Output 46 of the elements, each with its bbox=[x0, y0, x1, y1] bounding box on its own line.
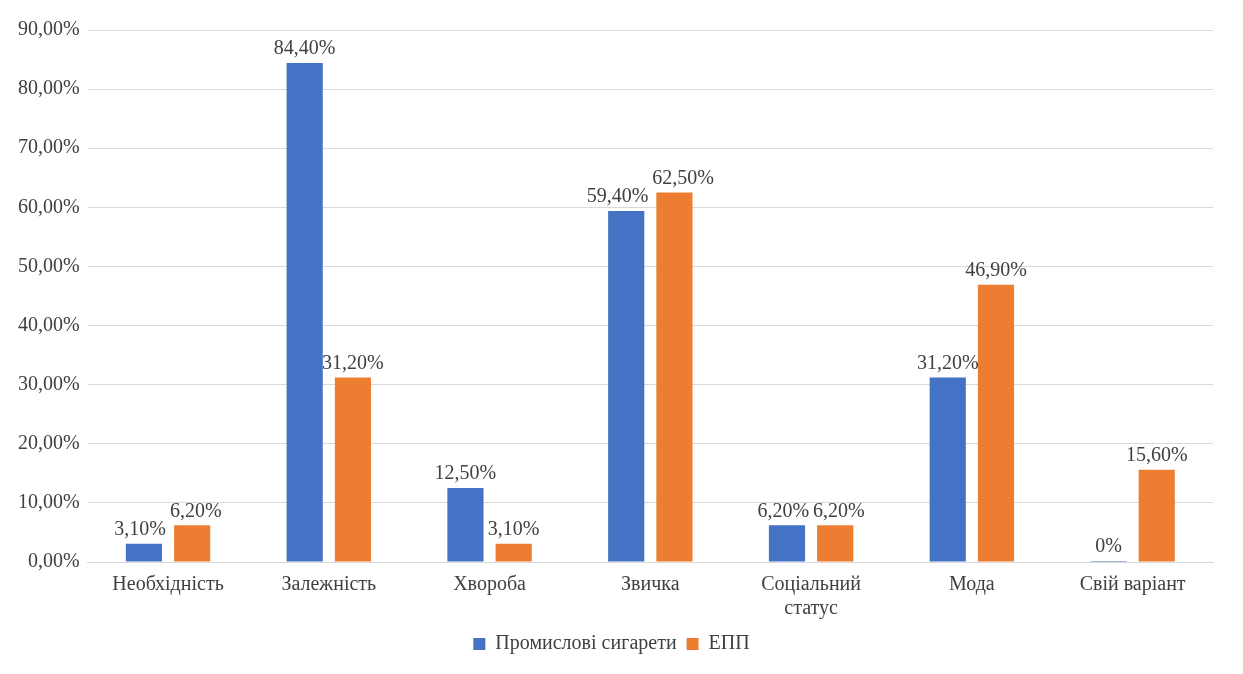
x-tick-label: Свій варіант bbox=[1079, 572, 1186, 596]
y-tick-label: 0,00% bbox=[27, 549, 80, 572]
bar bbox=[656, 192, 693, 562]
data-label: 0% bbox=[1095, 534, 1122, 557]
bar bbox=[1138, 469, 1175, 562]
bar bbox=[495, 543, 532, 562]
bar bbox=[334, 377, 372, 562]
data-label: 84,40% bbox=[273, 36, 336, 59]
data-label: 12,50% bbox=[434, 461, 497, 484]
data-label: 3,10% bbox=[114, 516, 167, 539]
y-tick-label: 20,00% bbox=[17, 431, 80, 454]
bar bbox=[174, 525, 211, 562]
data-label: 31,20% bbox=[916, 350, 979, 373]
y-tick-label: 90,00% bbox=[17, 17, 80, 40]
x-tick-label: Залежність bbox=[281, 572, 377, 595]
bar bbox=[929, 377, 966, 562]
legend-label: ЕПП bbox=[708, 631, 750, 654]
data-label: 6,20% bbox=[757, 498, 810, 521]
data-label: 3,10% bbox=[487, 516, 540, 539]
x-tick-label: Звичка bbox=[621, 572, 680, 595]
bar bbox=[977, 284, 1015, 562]
bar bbox=[817, 525, 854, 562]
x-tick-label: Соціальний статус bbox=[761, 572, 862, 620]
data-label: 59,40% bbox=[586, 184, 649, 207]
y-tick-label: 50,00% bbox=[17, 253, 80, 276]
bar bbox=[447, 488, 484, 562]
y-tick-label: 40,00% bbox=[17, 312, 80, 335]
data-label: 62,50% bbox=[652, 165, 715, 188]
y-tick-label: 30,00% bbox=[17, 371, 80, 394]
y-tick-label: 80,00% bbox=[17, 76, 80, 99]
bar bbox=[608, 210, 645, 562]
y-tick-label: 60,00% bbox=[17, 194, 80, 217]
bar bbox=[125, 543, 163, 562]
legend-label: Промислові сигарети bbox=[495, 631, 677, 655]
x-tick-label: Необхідність bbox=[112, 572, 224, 596]
x-tick-label: Хвороба bbox=[453, 572, 527, 596]
data-label: 6,20% bbox=[170, 498, 222, 521]
y-tick-label: 70,00% bbox=[17, 135, 80, 158]
bar bbox=[286, 63, 323, 562]
data-label: 46,90% bbox=[965, 258, 1027, 281]
bar bbox=[768, 525, 806, 562]
x-tick-label: Мода bbox=[948, 572, 995, 596]
data-label: 15,60% bbox=[1125, 443, 1188, 466]
y-tick-label: 10,00% bbox=[17, 490, 80, 513]
data-label: 6,20% bbox=[813, 498, 865, 521]
data-label: 31,20% bbox=[322, 350, 384, 373]
